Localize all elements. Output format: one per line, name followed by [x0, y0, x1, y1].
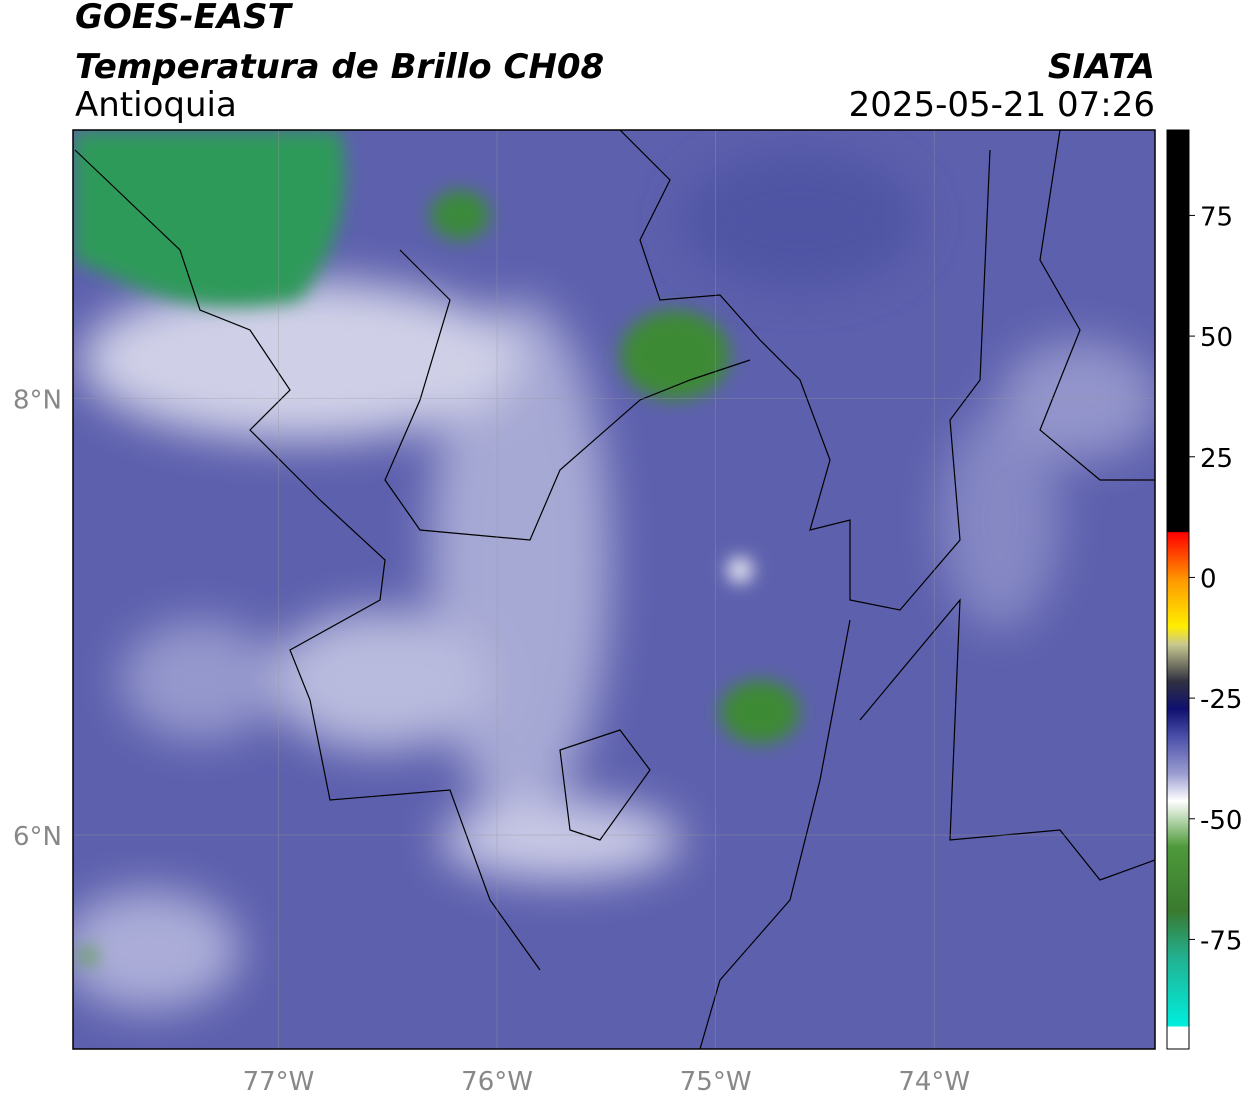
x-tick-label: 76°W: [461, 1067, 533, 1097]
y-tick-label: 6°N: [13, 822, 62, 852]
y-tick-label: 8°N: [13, 385, 62, 415]
colorbar-tick-label: 75: [1200, 202, 1233, 232]
colorbar-tick-label: -25: [1200, 685, 1242, 715]
colorbar-tick-label: 25: [1200, 444, 1233, 474]
map-image: [73, 130, 1155, 1049]
colorbar-tick-label: 0: [1200, 564, 1217, 594]
title: GOES-EAST: [75, 0, 294, 37]
subtitle: Temperatura de Brillo CH08: [75, 47, 604, 87]
source: SIATA: [1048, 47, 1155, 87]
colorbar-tick-label: -50: [1200, 806, 1242, 836]
timestamp: 2025-05-21 07:26: [849, 85, 1155, 125]
map-frame: [72, 129, 1156, 1050]
colorbar: [1166, 129, 1190, 1050]
colorbar-tick-label: 50: [1200, 323, 1233, 353]
region: Antioquia: [75, 85, 237, 125]
colorbar-tick-label: -75: [1200, 926, 1242, 956]
x-tick-label: 77°W: [243, 1067, 315, 1097]
x-tick-label: 75°W: [680, 1067, 752, 1097]
x-tick-label: 74°W: [898, 1067, 970, 1097]
